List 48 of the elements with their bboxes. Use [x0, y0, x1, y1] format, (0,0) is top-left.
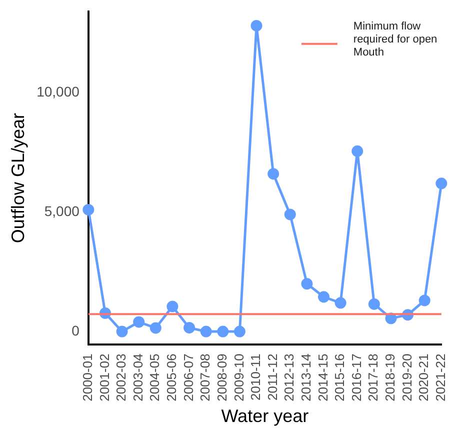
y-axis-title: Outflow GL/year — [8, 113, 28, 244]
y-tick-label: 0 — [72, 322, 80, 338]
point — [150, 322, 162, 334]
x-axis-title: Water year — [221, 406, 309, 426]
point — [436, 178, 448, 190]
x-tick-label: 2007-08 — [198, 354, 213, 402]
point — [301, 278, 313, 290]
x-tick-label: 2004-05 — [147, 354, 162, 402]
point — [268, 168, 280, 180]
x-tick-label: 2000-01 — [80, 354, 95, 402]
x-tick-label: 2014-15 — [315, 354, 330, 402]
x-tick-label: 2019-20 — [399, 354, 414, 402]
x-tick-label: 2005-06 — [164, 354, 180, 402]
point — [200, 326, 212, 338]
point — [82, 204, 94, 216]
x-tick-label: 2002-03 — [114, 354, 129, 402]
x-tick-label: 2006-07 — [180, 354, 196, 402]
x-tick-label: 2010-11 — [248, 354, 264, 400]
point — [334, 297, 346, 309]
x-tick-label: 2017-18 — [366, 354, 381, 402]
y-tick-label: 5,000 — [44, 202, 80, 219]
point — [318, 291, 330, 303]
x-tick-label: 2009-10 — [231, 354, 246, 402]
x-tick-label: 2001-02 — [96, 354, 112, 402]
x-tick-label: 2003-04 — [130, 354, 146, 402]
x-tick-label: 2016-17 — [348, 354, 364, 402]
point — [166, 300, 178, 312]
point — [352, 145, 364, 157]
x-tick-label: 2012-13 — [282, 354, 297, 402]
point — [418, 294, 430, 306]
x-tick-label: 2021-22 — [432, 354, 448, 402]
x-tick-label: 2008-09 — [214, 354, 230, 402]
point — [116, 326, 128, 338]
x-tick-label: 2013-14 — [298, 354, 314, 402]
point — [250, 20, 262, 32]
point — [385, 312, 397, 324]
x-tick-label: 2020-21 — [416, 354, 432, 402]
point — [217, 326, 229, 338]
legend-label: Minimum flow required for open Mouth — [353, 20, 438, 58]
point — [133, 316, 145, 328]
point — [234, 326, 246, 338]
x-tick-label: 2015-16 — [332, 354, 348, 402]
point — [184, 322, 196, 334]
x-tick-label: 2011-12 — [264, 354, 280, 400]
y-tick-label: 10,000 — [36, 83, 80, 100]
point — [368, 298, 380, 310]
point — [284, 208, 296, 220]
x-tick-label: 2018-19 — [382, 354, 398, 402]
